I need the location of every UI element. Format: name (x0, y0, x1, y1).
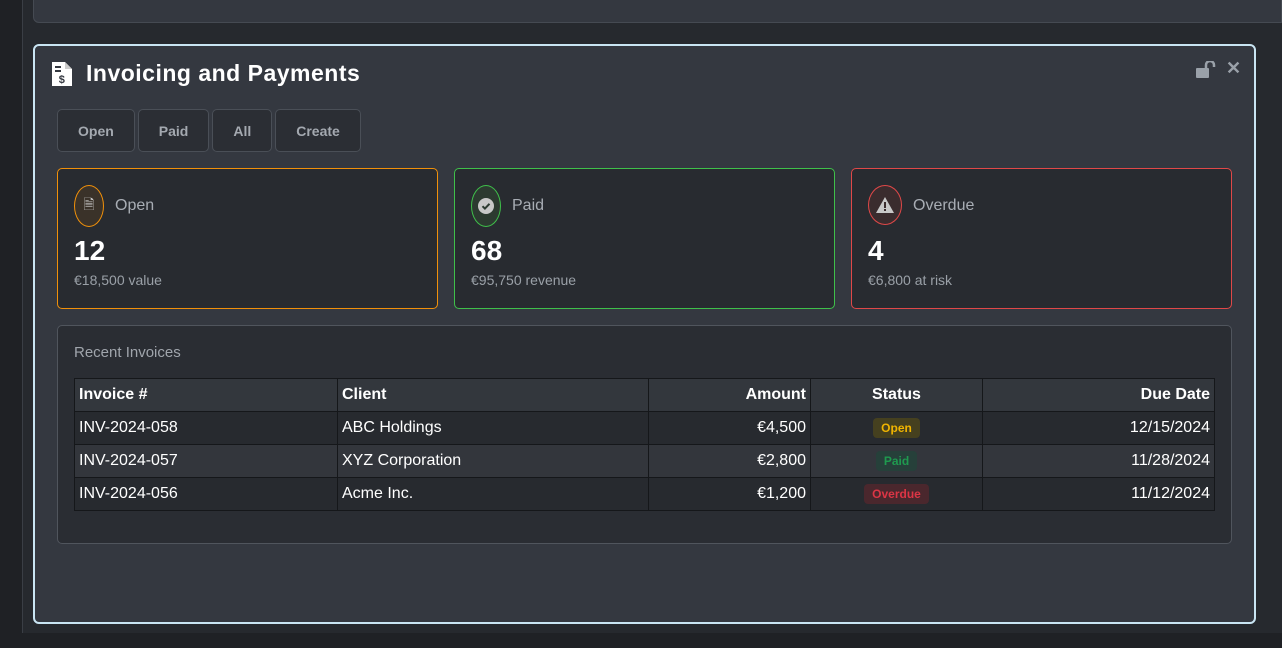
col-due-date[interactable]: Due Date (982, 378, 1215, 412)
table-row[interactable]: INV-2024-057 XYZ Corporation €2,800 Paid 11/… (74, 444, 1215, 478)
unlock-icon[interactable] (1196, 61, 1216, 78)
invoice-number-cell: INV-2024-056 (74, 477, 338, 511)
open-card: 🗎 Open 12 €18,500 value (57, 168, 438, 309)
previous-panel (33, 0, 1282, 23)
col-client[interactable]: Client (337, 378, 649, 412)
due-date-cell: 11/12/2024 (982, 477, 1215, 511)
status-cell: Overdue (810, 477, 983, 511)
panel-title: Invoicing and Payments (86, 60, 361, 86)
filter-paid-button[interactable]: Paid (137, 109, 210, 152)
client-cell: XYZ Corporation (337, 444, 649, 478)
card-value: 68 (471, 235, 503, 266)
card-subtext: €18,500 value (74, 272, 162, 288)
filter-open-button[interactable]: Open (57, 109, 135, 152)
status-cell: Open (810, 411, 983, 445)
col-amount[interactable]: Amount (648, 378, 811, 412)
file-icon: 🗎 (74, 185, 104, 227)
panel-header: $ Invoicing and Payments (52, 60, 360, 87)
client-cell: Acme Inc. (337, 477, 649, 511)
invoices-table: Invoice # Client Amount Status Due Date … (74, 378, 1215, 511)
close-icon[interactable]: ✕ (1226, 58, 1242, 78)
paid-card: Paid 68 €95,750 revenue (454, 168, 835, 309)
due-date-cell: 12/15/2024 (982, 411, 1215, 445)
amount-cell: €4,500 (648, 411, 811, 445)
card-subtext: €95,750 revenue (471, 272, 577, 288)
overdue-card: Overdue 4 €6,800 at risk (851, 168, 1232, 309)
filter-buttons: Open Paid All Create (57, 109, 361, 152)
card-label: Paid (512, 197, 545, 214)
file-invoice-dollar-icon: $ (52, 61, 72, 86)
section-title: Recent Invoices (74, 344, 181, 361)
recent-invoices-section: Recent Invoices Invoice # Client Amount … (57, 325, 1232, 544)
status-badge: Paid (875, 451, 918, 471)
table-row[interactable]: INV-2024-058 ABC Holdings €4,500 Open 12/15/… (74, 411, 1215, 445)
invoice-number-cell: INV-2024-058 (74, 411, 338, 445)
card-label: Open (115, 197, 155, 214)
card-value: 12 (74, 235, 106, 266)
invoice-number-cell: INV-2024-057 (74, 444, 338, 478)
col-invoice[interactable]: Invoice # (74, 378, 338, 412)
amount-cell: €1,200 (648, 477, 811, 511)
amount-cell: €2,800 (648, 444, 811, 478)
status-badge: Overdue (864, 484, 929, 504)
create-invoice-button[interactable]: Create (275, 109, 361, 152)
col-status[interactable]: Status (810, 378, 983, 412)
client-cell: ABC Holdings (337, 411, 649, 445)
card-label: Overdue (913, 197, 975, 214)
status-badge: Open (873, 418, 920, 438)
check-circle-icon (471, 185, 501, 227)
due-date-cell: 11/28/2024 (982, 444, 1215, 478)
status-cell: Paid (810, 444, 983, 478)
card-value: 4 (868, 235, 884, 266)
warning-icon (868, 185, 902, 225)
svg-text:$: $ (59, 74, 66, 86)
filter-all-button[interactable]: All (212, 109, 273, 152)
table-row[interactable]: INV-2024-056 Acme Inc. €1,200 Overdue 11/12/… (74, 477, 1215, 511)
card-subtext: €6,800 at risk (868, 272, 953, 288)
